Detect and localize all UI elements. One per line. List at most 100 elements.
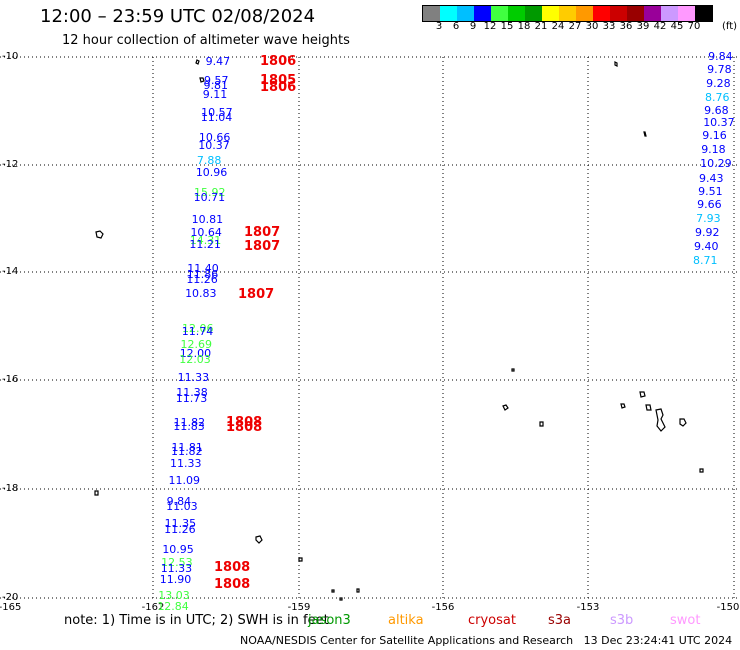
wave-height-value: 11.33 <box>160 561 193 575</box>
wave-height-value: 9.28 <box>706 76 731 90</box>
color-scale-bar <box>422 5 713 22</box>
latitude-label: -12 <box>2 159 19 170</box>
longitude-label: -156 <box>431 602 455 613</box>
wave-height-value: 14.31 <box>189 233 222 247</box>
island <box>643 131 647 137</box>
wave-height-value: 11.81 <box>171 440 203 454</box>
wave-height-value: 10.29 <box>700 157 732 171</box>
pass-number: 1807 <box>244 239 281 255</box>
wave-height-value: 9.81 <box>203 79 229 93</box>
wave-height-value: 7.93 <box>696 212 721 226</box>
wave-height-value: 12.69 <box>180 337 213 351</box>
color-swatch <box>627 6 644 21</box>
wave-height-value: 11.33 <box>170 456 202 470</box>
wave-height-value: 9.68 <box>704 104 729 118</box>
island <box>699 468 704 473</box>
wave-height-value: 11.90 <box>159 572 192 586</box>
wave-height-value: 11.35 <box>164 517 197 531</box>
wave-height-value: 12.03 <box>179 352 211 366</box>
wave-height-value: 11.83 <box>173 419 205 433</box>
wave-height-value: 9.66 <box>697 198 722 212</box>
color-scale-label: 36 <box>619 21 633 32</box>
wave-height-value: 11.86 <box>186 268 219 282</box>
wave-height-value: 10.37 <box>198 138 230 152</box>
color-swatch <box>423 6 440 21</box>
wave-height-value: 10.66 <box>198 131 231 145</box>
color-scale-label: 30 <box>585 21 599 32</box>
color-swatch <box>695 6 712 21</box>
wave-height-value: 12.53 <box>161 556 193 570</box>
pass-number: 1805 <box>260 72 297 88</box>
latitude-label: -20 <box>2 592 19 603</box>
wave-height-value: 11.26 <box>164 522 196 536</box>
wave-height-value: 10.57 <box>201 106 233 120</box>
legend-item-jason3: jason3 <box>308 613 351 628</box>
wave-height-value: 15.92 <box>194 186 226 200</box>
color-swatch <box>457 6 474 21</box>
footnote: note: 1) Time is in UTC; 2) SWH is in fe… <box>64 613 329 628</box>
color-swatch <box>525 6 542 21</box>
color-swatch <box>576 6 593 21</box>
wave-height-value: 9.18 <box>701 142 726 156</box>
wave-height-value: 9.16 <box>702 128 727 142</box>
color-swatch <box>491 6 508 21</box>
longitude-label: -159 <box>287 602 311 613</box>
credit-line: NOAA/NESDIS Center for Satellite Applica… <box>240 634 733 647</box>
map-grid <box>0 56 740 600</box>
legend-item-cryosat: cryosat <box>468 613 516 628</box>
island <box>639 391 646 398</box>
island <box>94 490 99 496</box>
color-swatch <box>593 6 610 21</box>
wave-height-value: 9.92 <box>695 226 720 240</box>
longitude-label: -150 <box>716 602 740 613</box>
color-swatch <box>508 6 525 21</box>
longitude-label: -165 <box>0 602 22 613</box>
wave-height-value: 11.73 <box>175 391 208 405</box>
wave-height-value: 12.06 <box>182 321 214 335</box>
island <box>331 589 335 593</box>
wave-height-value: 9.51 <box>698 185 723 199</box>
color-scale-label: 33 <box>602 21 616 32</box>
color-scale-label: 70 <box>687 21 701 32</box>
longitude-label: -162 <box>141 602 165 613</box>
pass-number: 1808 <box>214 576 251 592</box>
pass-number: 1807 <box>238 286 275 302</box>
island <box>356 588 360 593</box>
wave-height-value: 10.37 <box>703 115 735 129</box>
wave-height-value: 11.21 <box>189 238 221 252</box>
wave-height-value: 9.57 <box>203 73 229 87</box>
wave-height-value: 11.74 <box>181 324 214 338</box>
color-scale-label: 45 <box>670 21 684 32</box>
wave-height-value: 9.84 <box>708 49 733 63</box>
color-swatch <box>644 6 661 21</box>
legend-item-s3b: s3b <box>610 613 634 628</box>
island <box>655 408 666 432</box>
island <box>502 404 509 411</box>
color-swatch <box>474 6 491 21</box>
color-scale-label: 6 <box>452 21 460 32</box>
color-scale-label: 15 <box>500 21 514 32</box>
latitude-label: -10 <box>2 51 19 62</box>
wave-height-value: 11.04 <box>200 110 233 124</box>
wave-height-value: 10.64 <box>190 226 222 240</box>
color-swatch <box>542 6 559 21</box>
wave-height-value: 12.00 <box>179 347 212 361</box>
wave-height-value: 10.95 <box>162 543 194 557</box>
wave-height-value: 9.78 <box>707 62 732 76</box>
color-scale-label: 24 <box>551 21 565 32</box>
island <box>255 535 263 544</box>
island <box>339 597 343 601</box>
color-scale-label: 27 <box>568 21 582 32</box>
wave-height-value: 11.38 <box>176 386 208 400</box>
color-scale-label: 12 <box>483 21 497 32</box>
wave-height-value: 13.03 <box>158 588 190 602</box>
wave-height-value: 11.33 <box>177 371 210 385</box>
color-swatch <box>661 6 678 21</box>
islands <box>94 59 704 601</box>
color-scale-label: 9 <box>469 21 477 32</box>
legend-item-swot: swot <box>670 613 701 628</box>
wave-height-value: 11.03 <box>166 500 198 514</box>
map-title: 12:00 – 23:59 UTC 02/08/2024 <box>40 6 316 27</box>
color-scale-label: 18 <box>517 21 531 32</box>
